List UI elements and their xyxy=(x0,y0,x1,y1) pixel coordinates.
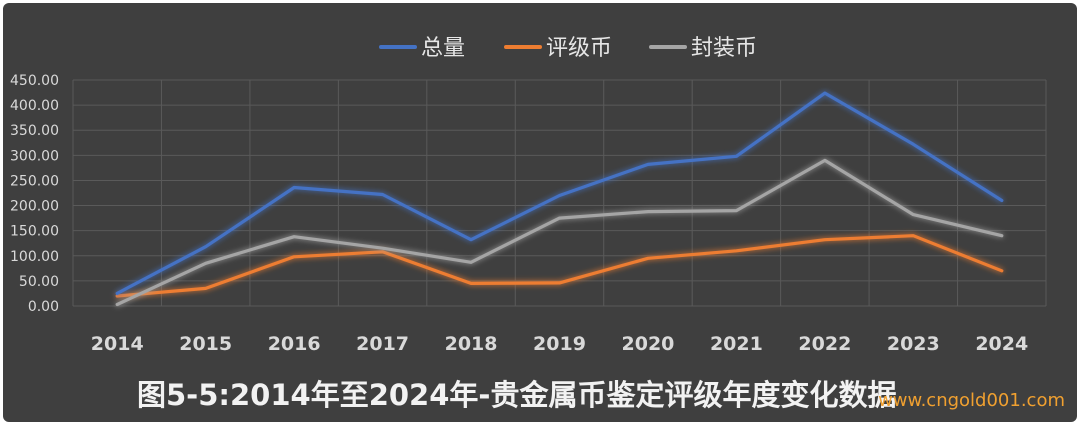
y-tick-label: 450.00 xyxy=(10,73,59,89)
x-tick-label: 2016 xyxy=(268,333,321,355)
y-tick-label: 150.00 xyxy=(10,224,59,240)
legend: 总量 评级币 封装币 xyxy=(379,36,757,61)
series-layer xyxy=(115,91,1004,307)
x-tick-label: 2014 xyxy=(91,333,144,355)
y-tick-label: 400.00 xyxy=(10,98,59,114)
x-axis-ticks: 2014 2015 2016 2017 2018 2019 2020 2021 2022 2023… xyxy=(91,333,1028,355)
x-tick-label: 2017 xyxy=(356,333,409,355)
x-tick-label: 2018 xyxy=(445,333,498,355)
x-tick-label: 2019 xyxy=(533,333,586,355)
y-axis-ticks: 0.00 50.00 100.00 150.00 200.00 250.00 300.00 3… xyxy=(10,73,59,315)
x-tick-label: 2023 xyxy=(887,333,940,355)
watermark: www.cngold001.com xyxy=(878,390,1065,411)
y-tick-label: 50.00 xyxy=(19,274,59,290)
chart-caption: 图5-5:2014年至2024年-贵金属币鉴定评级年度变化数据 xyxy=(137,378,896,412)
y-tick-label: 250.00 xyxy=(10,173,59,189)
grid-layer xyxy=(72,79,1047,307)
series-line-1 xyxy=(115,234,1004,298)
x-tick-label: 2022 xyxy=(798,333,851,355)
y-tick-label: 0.00 xyxy=(28,299,59,315)
y-tick-label: 300.00 xyxy=(10,148,59,164)
y-tick-label: 350.00 xyxy=(10,123,59,139)
x-tick-label: 2015 xyxy=(179,333,232,355)
x-tick-label: 2020 xyxy=(622,333,675,355)
legend-label: 封装币 xyxy=(691,36,757,61)
series-line-0 xyxy=(115,91,1004,295)
y-tick-label: 100.00 xyxy=(10,249,59,265)
x-tick-label: 2021 xyxy=(710,333,763,355)
y-tick-label: 200.00 xyxy=(10,199,59,215)
x-tick-label: 2024 xyxy=(975,333,1028,355)
chart-card: 0.00 50.00 100.00 150.00 200.00 250.00 300.00 3… xyxy=(3,3,1077,422)
line-chart: 0.00 50.00 100.00 150.00 200.00 250.00 300.00 3… xyxy=(10,36,1065,412)
legend-label: 总量 xyxy=(421,36,465,61)
legend-label: 评级币 xyxy=(546,36,612,61)
series-line-2 xyxy=(115,158,1004,307)
